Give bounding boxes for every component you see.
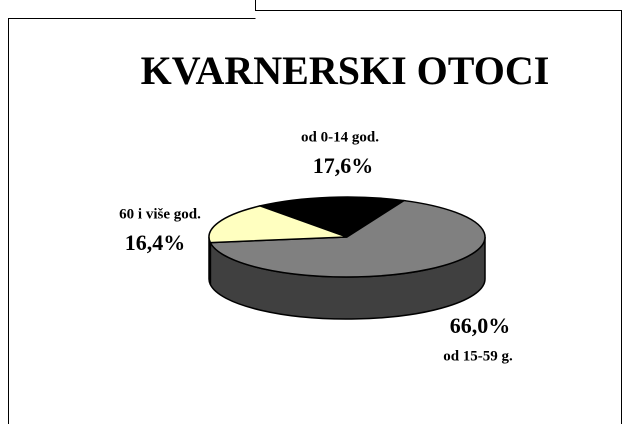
- value-label: 16,4%: [125, 230, 186, 255]
- slice-label: 60 i više god.: [119, 206, 201, 222]
- pie-slice: [208, 205, 348, 244]
- value-label: 66,0%: [450, 313, 511, 338]
- frame: [8, 18, 256, 424]
- value-label: 17,6%: [313, 153, 374, 178]
- pie-slice: [209, 199, 486, 278]
- pie: [208, 196, 486, 320]
- pie-slice: [257, 196, 407, 238]
- slice-label: od 0-14 god.: [301, 129, 379, 145]
- chart-title: KVARNERSKI OTOCI: [141, 48, 550, 93]
- slice-label: od 15-59 g.: [443, 348, 513, 364]
- frame: [255, 0, 622, 424]
- pie-side: [208, 236, 212, 285]
